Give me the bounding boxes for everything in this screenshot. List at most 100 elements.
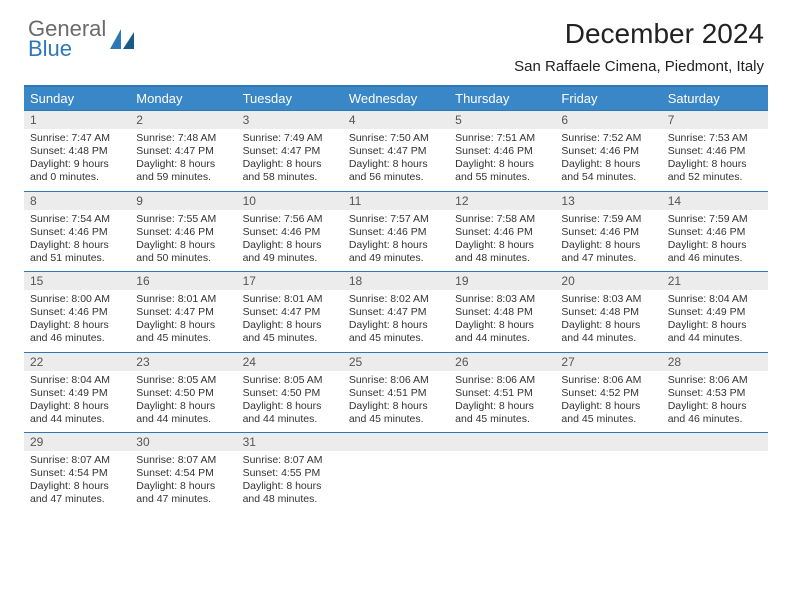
day-body: Sunrise: 7:56 AMSunset: 4:46 PMDaylight:… — [237, 210, 343, 272]
day-day2: and 44 minutes. — [136, 413, 230, 426]
day-body: Sunrise: 7:47 AMSunset: 4:48 PMDaylight:… — [24, 129, 130, 191]
day-day1: Daylight: 8 hours — [455, 158, 549, 171]
day-day1: Daylight: 8 hours — [668, 319, 762, 332]
day-sunrise: Sunrise: 8:04 AM — [668, 293, 762, 306]
day-number — [449, 433, 555, 451]
day-body: Sunrise: 8:06 AMSunset: 4:51 PMDaylight:… — [343, 371, 449, 433]
day-cell: 1Sunrise: 7:47 AMSunset: 4:48 PMDaylight… — [24, 111, 130, 191]
day-day1: Daylight: 8 hours — [243, 319, 337, 332]
day-body: Sunrise: 7:59 AMSunset: 4:46 PMDaylight:… — [555, 210, 661, 272]
day-sunset: Sunset: 4:55 PM — [243, 467, 337, 480]
day-cell: 27Sunrise: 8:06 AMSunset: 4:52 PMDayligh… — [555, 353, 661, 433]
day-number: 23 — [130, 353, 236, 371]
day-cell: 4 Sunrise: 7:50 AMSunset: 4:47 PMDaylight… — [343, 111, 449, 191]
day-day1: Daylight: 8 hours — [136, 400, 230, 413]
day-cell: 16Sunrise: 8:01 AMSunset: 4:47 PMDayligh… — [130, 272, 236, 352]
day-sunset: Sunset: 4:46 PM — [561, 226, 655, 239]
header: General Blue December 2024 San Raffaele … — [0, 0, 792, 75]
day-sunset: Sunset: 4:51 PM — [455, 387, 549, 400]
day-day2: and 46 minutes. — [30, 332, 124, 345]
day-cell: 26Sunrise: 8:06 AMSunset: 4:51 PMDayligh… — [449, 353, 555, 433]
day-day1: Daylight: 8 hours — [349, 319, 443, 332]
day-day2: and 47 minutes. — [136, 493, 230, 506]
day-cell: 30Sunrise: 8:07 AMSunset: 4:54 PMDayligh… — [130, 433, 236, 513]
day-day2: and 44 minutes. — [561, 332, 655, 345]
day-sunrise: Sunrise: 7:53 AM — [668, 132, 762, 145]
day-day2: and 45 minutes. — [349, 332, 443, 345]
day-sunset: Sunset: 4:46 PM — [136, 226, 230, 239]
logo-text: General Blue — [28, 18, 106, 60]
day-body: Sunrise: 7:48 AMSunset: 4:47 PMDaylight:… — [130, 129, 236, 191]
day-body: Sunrise: 8:03 AMSunset: 4:48 PMDaylight:… — [449, 290, 555, 352]
day-sunrise: Sunrise: 7:57 AM — [349, 213, 443, 226]
day-body: Sunrise: 7:54 AMSunset: 4:46 PMDaylight:… — [24, 210, 130, 272]
day-sunrise: Sunrise: 8:02 AM — [349, 293, 443, 306]
day-body: Sunrise: 7:57 AMSunset: 4:46 PMDaylight:… — [343, 210, 449, 272]
day-sunrise: Sunrise: 8:03 AM — [561, 293, 655, 306]
day-cell: 10Sunrise: 7:56 AMSunset: 4:46 PMDayligh… — [237, 192, 343, 272]
day-day1: Daylight: 8 hours — [30, 239, 124, 252]
day-cell: 25Sunrise: 8:06 AMSunset: 4:51 PMDayligh… — [343, 353, 449, 433]
month-title: December 2024 — [514, 18, 764, 50]
day-cell: 29Sunrise: 8:07 AMSunset: 4:54 PMDayligh… — [24, 433, 130, 513]
day-sunrise: Sunrise: 7:54 AM — [30, 213, 124, 226]
day-sunset: Sunset: 4:50 PM — [243, 387, 337, 400]
day-number: 17 — [237, 272, 343, 290]
day-sunrise: Sunrise: 7:55 AM — [136, 213, 230, 226]
day-sunrise: Sunrise: 7:50 AM — [349, 132, 443, 145]
day-sunrise: Sunrise: 8:05 AM — [136, 374, 230, 387]
day-number — [555, 433, 661, 451]
day-number: 30 — [130, 433, 236, 451]
day-sunrise: Sunrise: 7:48 AM — [136, 132, 230, 145]
day-number: 6 — [555, 111, 661, 129]
day-cell: 18Sunrise: 8:02 AMSunset: 4:47 PMDayligh… — [343, 272, 449, 352]
day-day2: and 0 minutes. — [30, 171, 124, 184]
day-body: Sunrise: 7:58 AMSunset: 4:46 PMDaylight:… — [449, 210, 555, 272]
day-day2: and 47 minutes. — [561, 252, 655, 265]
location: San Raffaele Cimena, Piedmont, Italy — [514, 58, 764, 75]
day-cell: 6Sunrise: 7:52 AMSunset: 4:46 PMDaylight… — [555, 111, 661, 191]
day-sunrise: Sunrise: 8:01 AM — [136, 293, 230, 306]
day-day1: Daylight: 8 hours — [349, 158, 443, 171]
logo-sail-icon — [110, 29, 136, 51]
day-header-mon: Monday — [130, 87, 236, 110]
day-sunset: Sunset: 4:47 PM — [136, 306, 230, 319]
day-day1: Daylight: 8 hours — [668, 400, 762, 413]
day-body: Sunrise: 8:06 AMSunset: 4:53 PMDaylight:… — [662, 371, 768, 433]
title-block: December 2024 San Raffaele Cimena, Piedm… — [514, 18, 764, 75]
day-body: Sunrise: 8:04 AMSunset: 4:49 PMDaylight:… — [24, 371, 130, 433]
day-sunrise: Sunrise: 8:04 AM — [30, 374, 124, 387]
day-sunrise: Sunrise: 8:07 AM — [243, 454, 337, 467]
day-cell: 3Sunrise: 7:49 AMSunset: 4:47 PMDaylight… — [237, 111, 343, 191]
day-cell: 20Sunrise: 8:03 AMSunset: 4:48 PMDayligh… — [555, 272, 661, 352]
day-day2: and 58 minutes. — [243, 171, 337, 184]
day-day2: and 44 minutes. — [243, 413, 337, 426]
week-row: 22Sunrise: 8:04 AMSunset: 4:49 PMDayligh… — [24, 352, 768, 433]
day-sunrise: Sunrise: 8:06 AM — [561, 374, 655, 387]
day-day1: Daylight: 8 hours — [455, 239, 549, 252]
day-day2: and 44 minutes. — [30, 413, 124, 426]
day-sunset: Sunset: 4:47 PM — [349, 145, 443, 158]
day-body: Sunrise: 7:52 AMSunset: 4:46 PMDaylight:… — [555, 129, 661, 191]
day-cell: 9Sunrise: 7:55 AMSunset: 4:46 PMDaylight… — [130, 192, 236, 272]
day-day2: and 49 minutes. — [243, 252, 337, 265]
day-number: 22 — [24, 353, 130, 371]
day-body: Sunrise: 8:07 AMSunset: 4:54 PMDaylight:… — [130, 451, 236, 513]
day-day2: and 45 minutes. — [136, 332, 230, 345]
day-cell: 28Sunrise: 8:06 AMSunset: 4:53 PMDayligh… — [662, 353, 768, 433]
day-number: 4 — [343, 111, 449, 129]
day-day2: and 49 minutes. — [349, 252, 443, 265]
day-header-row: Sunday Monday Tuesday Wednesday Thursday… — [24, 87, 768, 110]
day-sunrise: Sunrise: 8:06 AM — [455, 374, 549, 387]
day-sunrise: Sunrise: 7:52 AM — [561, 132, 655, 145]
week-row: 29Sunrise: 8:07 AMSunset: 4:54 PMDayligh… — [24, 432, 768, 513]
day-sunset: Sunset: 4:46 PM — [668, 145, 762, 158]
day-number: 11 — [343, 192, 449, 210]
day-body: Sunrise: 7:51 AMSunset: 4:46 PMDaylight:… — [449, 129, 555, 191]
day-sunrise: Sunrise: 8:01 AM — [243, 293, 337, 306]
day-cell: 19Sunrise: 8:03 AMSunset: 4:48 PMDayligh… — [449, 272, 555, 352]
weeks-container: 1Sunrise: 7:47 AMSunset: 4:48 PMDaylight… — [24, 110, 768, 513]
day-sunset: Sunset: 4:46 PM — [30, 226, 124, 239]
day-body: Sunrise: 8:04 AMSunset: 4:49 PMDaylight:… — [662, 290, 768, 352]
day-day2: and 46 minutes. — [668, 413, 762, 426]
